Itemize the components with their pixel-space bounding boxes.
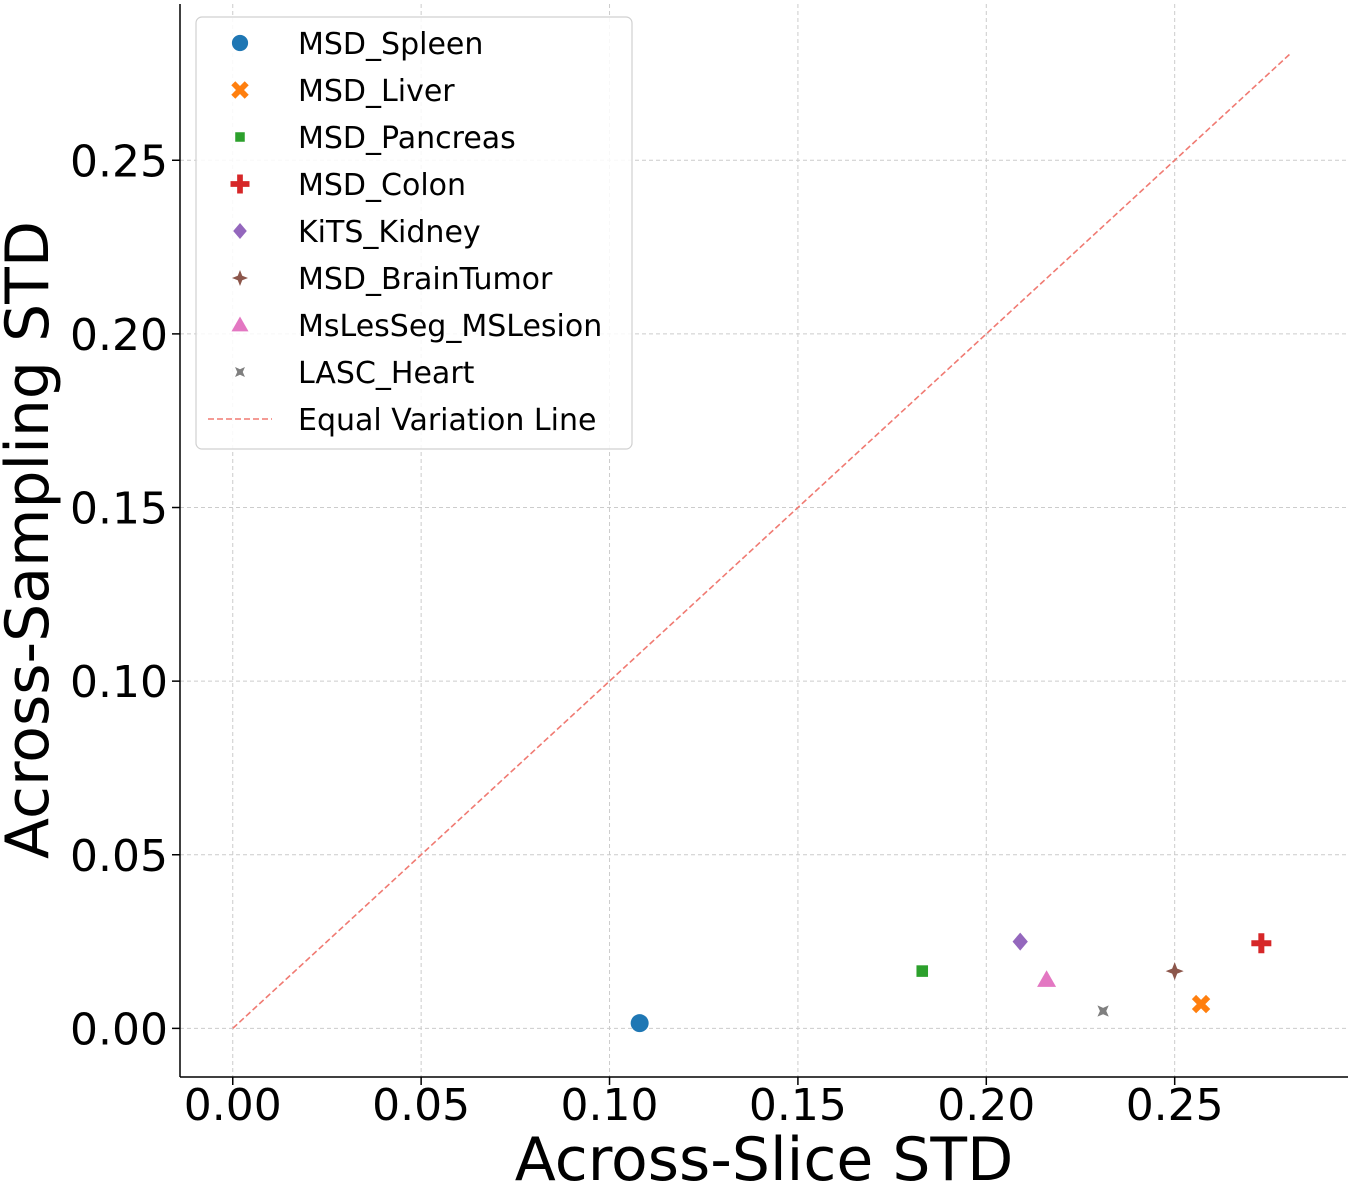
point-msd-liver-shape [1191,994,1211,1014]
y-axis-title: Across-Sampling STD [0,221,63,859]
point-lasc-heart-shape [1097,1005,1109,1017]
point-msd-spleen-shape [630,1014,649,1033]
x-tick-label: 0.05 [372,1080,470,1131]
point-kits-kidney-shape [1012,932,1028,951]
legend-marker-lasc-heart-shape [235,367,245,377]
y-tick-label: 0.05 [70,831,168,882]
legend-marker-lasc-heart [235,367,245,377]
point-msd-pancreas [916,965,929,977]
y-tick-label: 0.15 [70,484,168,535]
point-msd-liver [1191,994,1211,1014]
legend-label: KiTS_Kidney [298,215,481,250]
y-tick-label: 0.00 [70,1004,168,1055]
x-tick-label: 0.00 [184,1080,282,1131]
y-tick-label: 0.20 [70,310,168,361]
legend-marker-msd-pancreas [235,132,245,142]
point-mslesseg-mslesion-shape [1037,970,1057,987]
legend-label: MsLesSeg_MSLesion [298,309,602,344]
point-msd-braintumor-shape [1165,962,1184,981]
x-tick-label: 0.20 [937,1080,1035,1131]
x-tick-label: 0.10 [561,1080,659,1131]
data-points [630,932,1272,1033]
point-msd-pancreas-shape [916,965,929,977]
legend-marker-msd-pancreas-shape [235,132,245,142]
point-msd-colon-shape [1251,933,1272,954]
legend: MSD_Spleen MSD_Liver MSD_Pancreas MSD_Colon… [195,16,633,450]
legend-marker-msd-colon [230,174,250,194]
legend-marker-msd-braintumor [232,270,248,286]
equal-variation-line-path [232,52,1293,1029]
legend-marker-kits-kidney-shape [233,223,247,239]
legend-label: MSD_BrainTumor [298,262,553,297]
legend-marker-msd-spleen [231,34,249,52]
legend-marker-msd-liver [231,81,249,99]
y-tick-label: 0.10 [70,657,168,708]
equal-variation-line [232,52,1293,1029]
point-msd-braintumor [1165,962,1184,981]
legend-marker-mslesseg-mslesion [231,316,249,332]
legend-marker-msd-spleen-shape [231,34,249,52]
legend-label: MSD_Liver [298,74,455,109]
legend-marker-mslesseg-mslesion-shape [231,316,249,332]
x-axis-title: Across-Slice STD [515,1125,1014,1184]
point-mslesseg-mslesion [1037,970,1057,987]
legend-label: MSD_Pancreas [298,121,516,156]
point-kits-kidney [1012,932,1028,951]
legend-box [195,16,633,450]
point-msd-colon [1251,933,1272,954]
legend-marker-kits-kidney [233,223,247,239]
legend-marker-msd-braintumor-shape [232,270,248,286]
legend-label: MSD_Spleen [298,27,483,62]
point-lasc-heart [1097,1005,1109,1017]
y-tick-label: 0.25 [70,136,168,187]
legend-label: LASC_Heart [298,356,475,391]
legend-marker-msd-colon-shape [230,174,250,194]
point-msd-spleen [630,1014,649,1033]
legend-label: MSD_Colon [298,168,466,203]
x-tick-label: 0.15 [749,1080,847,1131]
legend-label: Equal Variation Line [298,403,596,438]
legend-marker-msd-liver-shape [231,81,249,99]
tick-marks [172,159,1176,1085]
x-tick-label: 0.25 [1126,1080,1224,1131]
